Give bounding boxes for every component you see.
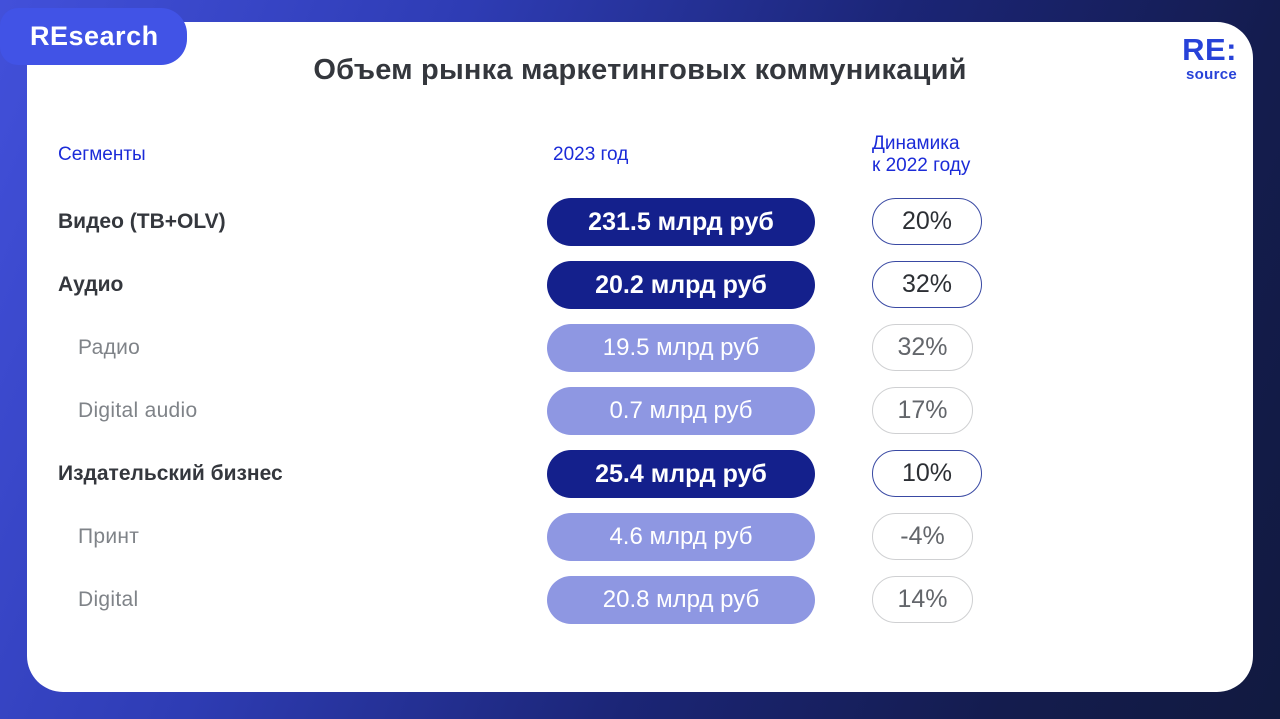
dynamics-badge: 14% (872, 576, 973, 623)
value-text: 20.8 млрд руб (602, 586, 760, 613)
value-text: 0.7 млрд руб (609, 397, 753, 424)
value-text: 25.4 млрд руб (595, 459, 767, 488)
value-text: 4.6 млрд руб (609, 523, 753, 550)
dynamics-text: -4% (900, 522, 945, 550)
segments-table: Видео (ТВ+OLV) 231.5 млрд руб 20% Аудио … (0, 198, 1280, 624)
dynamics-text: 20% (901, 207, 953, 235)
table-row: Издательский бизнес 25.4 млрд руб 10% (0, 450, 1280, 498)
dynamics-text: 32% (897, 333, 948, 361)
dynamics-badge: 10% (872, 450, 982, 497)
resource-logo: RE: source (1182, 34, 1237, 82)
value-pill: 20.2 млрд руб (547, 261, 815, 309)
table-row: Digital 20.8 млрд руб 14% (0, 576, 1280, 624)
segment-label: Видео (ТВ+OLV) (58, 210, 226, 233)
dynamics-text: 10% (901, 459, 953, 487)
column-header-dynamics: Динамика к 2022 году (872, 133, 970, 177)
table-row: Радио 19.5 млрд руб 32% (0, 324, 1280, 372)
segment-label: Аудио (58, 273, 124, 296)
dynamics-badge: 32% (872, 324, 973, 371)
value-text: 19.5 млрд руб (602, 334, 760, 361)
dynamics-text: 32% (901, 270, 953, 298)
table-row: Видео (ТВ+OLV) 231.5 млрд руб 20% (0, 198, 1280, 246)
dynamics-badge: 32% (872, 261, 982, 308)
resource-logo-top: RE: (1182, 32, 1237, 67)
value-pill: 231.5 млрд руб (547, 198, 815, 246)
column-header-dynamics-line2: к 2022 году (872, 155, 971, 176)
table-row: Digital audio 0.7 млрд руб 17% (0, 387, 1280, 435)
value-pill: 4.6 млрд руб (547, 513, 815, 561)
value-pill: 25.4 млрд руб (547, 450, 815, 498)
page-title: Объем рынка маркетинговых коммуникаций (313, 54, 967, 86)
segment-label: Digital (78, 588, 139, 611)
segment-label: Издательский бизнес (58, 462, 283, 485)
column-header-dynamics-line1: Динамика (872, 133, 960, 154)
segment-label: Радио (78, 336, 141, 359)
dynamics-badge: 20% (872, 198, 982, 245)
value-pill: 0.7 млрд руб (547, 387, 815, 435)
dynamics-badge: -4% (872, 513, 973, 560)
column-header-segments: Сегменты (58, 144, 146, 165)
resource-logo-bottom: source (1186, 66, 1237, 83)
dynamics-badge: 17% (872, 387, 973, 434)
dynamics-text: 14% (897, 585, 948, 613)
table-row: Принт 4.6 млрд руб -4% (0, 513, 1280, 561)
segment-label: Digital audio (78, 399, 198, 422)
table-row: Аудио 20.2 млрд руб 32% (0, 261, 1280, 309)
value-pill: 19.5 млрд руб (547, 324, 815, 372)
research-badge-label: REsearch (30, 21, 159, 51)
dynamics-text: 17% (897, 396, 948, 424)
value-pill: 20.8 млрд руб (547, 576, 815, 624)
value-text: 20.2 млрд руб (595, 270, 767, 299)
value-text: 231.5 млрд руб (588, 207, 774, 236)
segment-label: Принт (78, 525, 140, 548)
research-badge: REsearch (0, 8, 187, 65)
column-header-year: 2023 год (553, 144, 629, 165)
